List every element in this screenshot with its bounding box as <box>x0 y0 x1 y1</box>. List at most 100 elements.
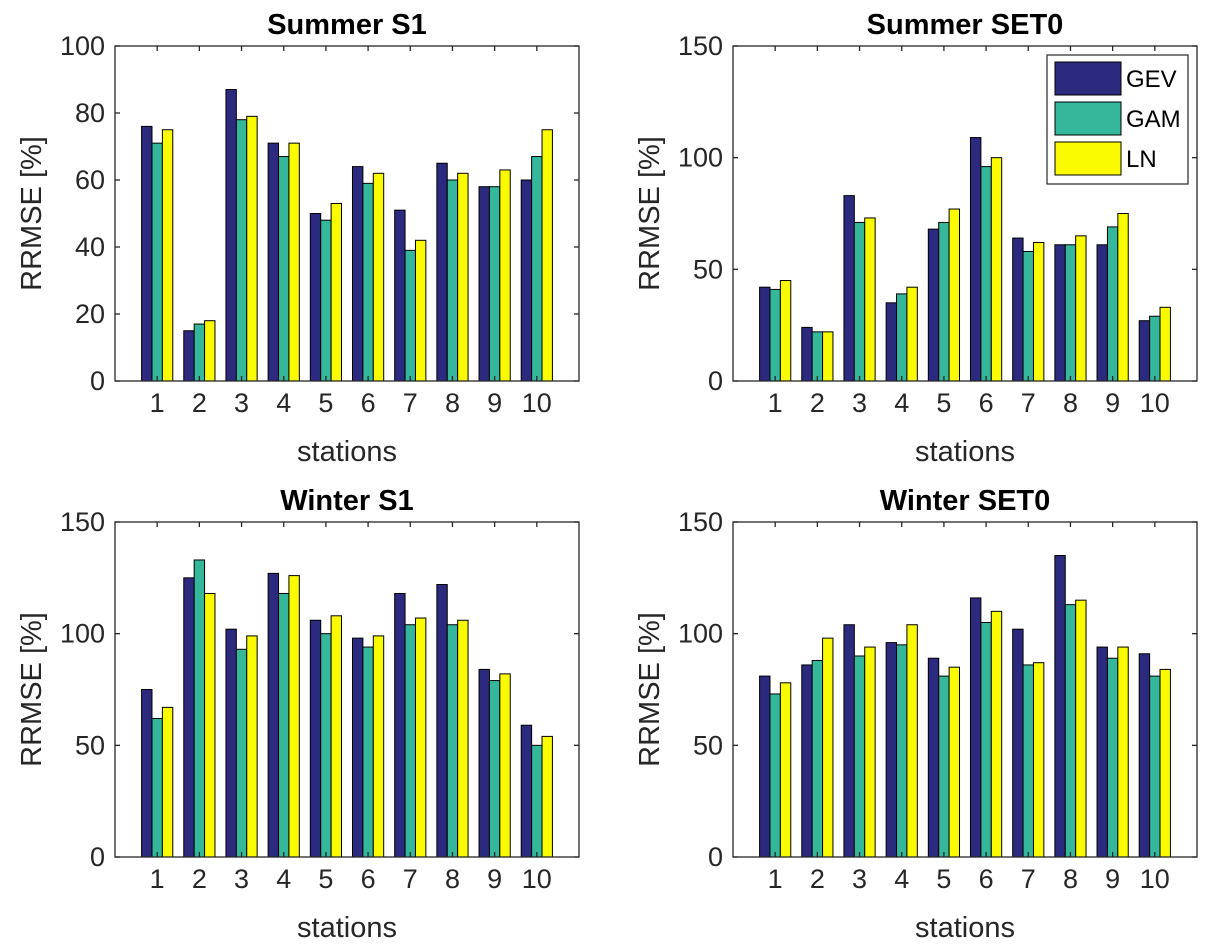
bar-gev-station-4 <box>885 642 898 858</box>
y-axis-label: RRMSE [%] <box>634 612 666 767</box>
bar-gam-station-2 <box>811 331 824 382</box>
x-tick-label: 1 <box>768 864 783 894</box>
x-tick-label: 9 <box>1105 864 1120 894</box>
bar-ln-station-8 <box>1075 235 1087 382</box>
y-tick-label: 150 <box>60 507 105 537</box>
x-tick-label: 7 <box>1021 864 1036 894</box>
bar-ln-station-5 <box>330 202 343 382</box>
y-axis-label: RRMSE [%] <box>16 136 48 291</box>
x-tick-label: 10 <box>1140 864 1170 894</box>
legend-label-gam: GAM <box>1126 106 1181 133</box>
bar-gam-station-7 <box>404 249 416 382</box>
bar-ln-station-10 <box>541 129 553 382</box>
y-axis-label: RRMSE [%] <box>16 612 48 767</box>
bar-ln-station-5 <box>948 666 961 858</box>
bar-ln-station-2 <box>204 592 216 858</box>
bar-gam-station-7 <box>1022 250 1034 382</box>
bar-gam-station-5 <box>938 221 950 382</box>
x-tick-label: 4 <box>276 388 291 418</box>
bar-gam-station-2 <box>193 323 206 382</box>
chart-title: Summer S1 <box>267 9 427 41</box>
bar-ln-station-9 <box>1117 646 1129 858</box>
x-tick-label: 1 <box>150 864 165 894</box>
x-tick-label: 3 <box>234 864 249 894</box>
bar-ln-station-4 <box>906 624 918 858</box>
bar-gev-station-5 <box>927 657 940 858</box>
bar-gev-station-7 <box>1012 628 1024 858</box>
y-tick-label: 150 <box>678 31 723 61</box>
chart-title: Winter SET0 <box>880 485 1051 517</box>
bar-gev-station-10 <box>520 179 533 382</box>
bar-gam-station-3 <box>235 119 248 382</box>
legend-label-ln: LN <box>1126 146 1157 173</box>
bar-gam-station-2 <box>811 659 824 858</box>
bar-ln-station-7 <box>1032 662 1045 858</box>
y-tick-label: 100 <box>60 31 105 61</box>
bar-gev-station-1 <box>141 125 153 382</box>
x-tick-label: 7 <box>1021 388 1036 418</box>
x-tick-label: 6 <box>361 864 376 894</box>
x-tick-label: 5 <box>318 864 333 894</box>
x-tick-label: 8 <box>445 864 460 894</box>
y-tick-label: 50 <box>75 730 105 760</box>
bar-gam-station-1 <box>151 718 163 858</box>
bar-gev-station-6 <box>969 137 982 382</box>
bar-gam-station-10 <box>531 156 543 382</box>
x-tick-label: 2 <box>810 864 825 894</box>
x-tick-label: 8 <box>1063 388 1078 418</box>
bar-gev-station-9 <box>478 186 490 382</box>
bar-ln-station-3 <box>864 646 876 858</box>
y-tick-label: 60 <box>75 165 105 195</box>
plot-area-box <box>114 45 580 382</box>
bar-gam-station-4 <box>896 644 908 858</box>
bar-ln-station-1 <box>779 280 792 382</box>
bar-gev-station-7 <box>1012 237 1024 382</box>
bar-gev-station-3 <box>843 195 855 382</box>
y-tick-label: 80 <box>75 98 105 128</box>
bar-gam-station-2 <box>193 559 206 858</box>
bar-ln-station-6 <box>372 172 385 382</box>
chart-panel-2: 0 50 100 150 1 2 3 4 5 6 7 8 9 10 Summer SET0 stations R… <box>634 9 1198 468</box>
bar-ln-station-1 <box>779 682 792 858</box>
bar-gam-station-6 <box>362 182 374 382</box>
x-axis-label: stations <box>297 436 397 468</box>
chart-title: Winter S1 <box>280 485 414 517</box>
bar-gam-station-9 <box>488 186 501 382</box>
bar-ln-station-1 <box>161 706 174 858</box>
bar-gam-station-8 <box>1064 604 1077 858</box>
y-tick-label: 50 <box>693 730 723 760</box>
bar-gev-station-6 <box>351 166 364 382</box>
x-tick-label: 4 <box>894 388 909 418</box>
bar-gam-station-5 <box>320 633 332 858</box>
chart-panel-1: 0 20 40 60 80 100 1 2 3 4 5 6 7 8 9 10 Summer S1 stations… <box>16 9 580 468</box>
bar-gev-station-3 <box>843 624 855 858</box>
bar-gev-station-8 <box>436 162 448 382</box>
x-tick-label: 2 <box>810 388 825 418</box>
chart-title: Summer SET0 <box>867 9 1064 41</box>
bar-ln-station-9 <box>499 169 511 382</box>
bar-ln-station-7 <box>1032 242 1045 382</box>
bar-gev-station-3 <box>225 89 237 382</box>
bar-gev-station-1 <box>759 286 771 382</box>
x-tick-label: 2 <box>192 864 207 894</box>
bar-gam-station-9 <box>1106 657 1119 858</box>
x-tick-label: 6 <box>361 388 376 418</box>
bar-ln-station-5 <box>948 208 961 382</box>
bar-gam-station-8 <box>1064 244 1077 382</box>
bar-ln-station-2 <box>204 320 216 382</box>
x-axis-label: stations <box>915 436 1015 468</box>
bar-gev-station-9 <box>1096 244 1108 382</box>
bar-gev-station-10 <box>1138 320 1151 382</box>
y-tick-label: 0 <box>90 842 105 872</box>
x-tick-label: 5 <box>318 388 333 418</box>
bar-gev-station-2 <box>801 664 813 858</box>
x-tick-label: 7 <box>403 864 418 894</box>
bar-gev-station-2 <box>183 330 195 382</box>
bar-gam-station-3 <box>853 221 866 382</box>
y-tick-label: 150 <box>678 507 723 537</box>
bar-ln-station-8 <box>457 619 469 858</box>
x-tick-label: 9 <box>1105 388 1120 418</box>
x-tick-label: 9 <box>487 388 502 418</box>
bar-gev-station-5 <box>927 228 940 382</box>
